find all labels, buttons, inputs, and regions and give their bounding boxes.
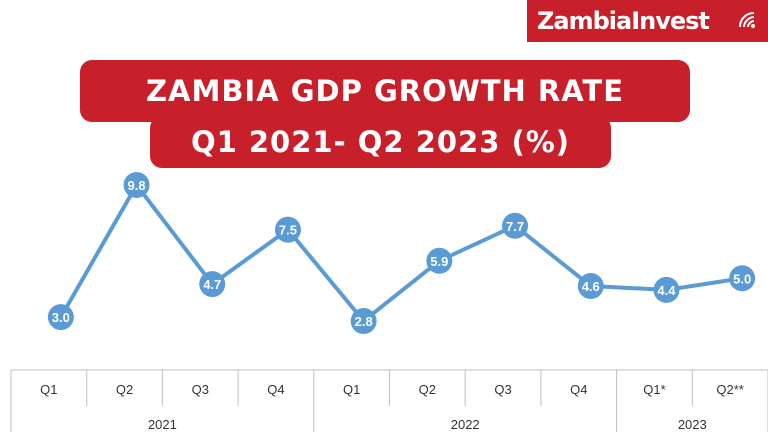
data-point — [47, 304, 74, 331]
x-tick-label: Q1 — [343, 382, 360, 397]
year-group-label: 2022 — [451, 417, 480, 432]
data-label: 3.0 — [52, 310, 70, 325]
x-tick-label: Q2 — [419, 382, 436, 397]
year-group-label: 2021 — [148, 417, 177, 432]
x-tick-label: Q2 — [116, 382, 133, 397]
data-label: 5.0 — [733, 271, 751, 286]
series-line — [59, 183, 743, 323]
brand-logo: ZambiaInvest — [527, 0, 768, 42]
x-tick-label: Q3 — [494, 382, 511, 397]
data-label: 4.6 — [582, 279, 600, 294]
data-point — [426, 247, 453, 274]
data-point — [350, 308, 377, 334]
data-point — [502, 212, 529, 239]
data-point — [653, 276, 680, 303]
data-point — [729, 265, 756, 292]
data-point — [577, 273, 604, 300]
data-label: 9.8 — [128, 178, 146, 193]
x-tick-label: Q1* — [643, 382, 665, 397]
x-tick-label: Q4 — [267, 382, 284, 397]
x-tick-label: Q2** — [716, 382, 743, 397]
x-tick-label: Q1 — [40, 382, 57, 397]
chart-title-line-2: Q1 2021- Q2 2023 (%) — [150, 116, 611, 168]
data-label: 4.4 — [657, 283, 676, 298]
data-label: 7.5 — [279, 223, 297, 238]
data-label: 4.7 — [203, 277, 221, 292]
chart-title-line-1: ZAMBIA GDP GROWTH RATE — [80, 60, 690, 122]
data-label: 5.9 — [430, 254, 448, 269]
data-point — [123, 172, 150, 198]
data-point — [199, 271, 226, 298]
data-label: 7.7 — [506, 219, 524, 234]
x-tick-label: Q3 — [192, 382, 209, 397]
data-label: 2.8 — [355, 314, 373, 329]
data-point — [274, 216, 301, 243]
year-group-label: 2023 — [678, 417, 707, 432]
x-tick-label: Q4 — [570, 382, 587, 397]
map-wifi-icon — [739, 12, 755, 28]
brand-logo-text: ZambiaInvest — [537, 7, 710, 35]
